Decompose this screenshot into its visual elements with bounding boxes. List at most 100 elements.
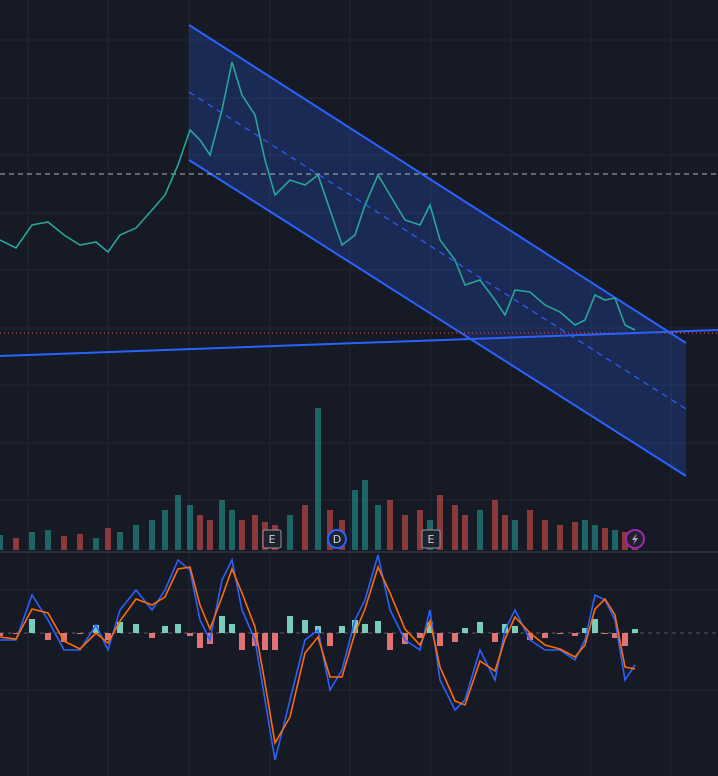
event-marker[interactable]: D <box>327 529 347 549</box>
trend-line <box>0 329 718 357</box>
bar <box>0 633 3 636</box>
bar <box>622 532 628 550</box>
bar <box>362 480 368 550</box>
bar <box>162 626 168 633</box>
bar <box>462 515 468 550</box>
bar <box>149 520 155 550</box>
bar <box>327 633 333 646</box>
bar <box>572 633 578 636</box>
bar <box>387 633 393 650</box>
channel-upper <box>188 24 687 344</box>
bar <box>219 616 225 633</box>
bar <box>162 510 168 550</box>
bar <box>452 505 458 550</box>
bar <box>387 500 393 550</box>
bar <box>602 633 608 634</box>
bar <box>582 520 588 550</box>
bar <box>229 624 235 633</box>
bar <box>437 495 443 550</box>
bar <box>175 624 181 633</box>
bar <box>602 528 608 550</box>
bar <box>452 633 458 642</box>
bar <box>339 626 345 633</box>
bar <box>149 633 155 638</box>
bar <box>512 520 518 550</box>
event-marker[interactable]: E <box>421 529 441 549</box>
bar <box>572 522 578 550</box>
bar <box>133 624 139 633</box>
bar <box>542 633 548 638</box>
marker-circle <box>327 529 347 549</box>
bar <box>375 621 381 633</box>
bar <box>612 633 618 638</box>
lightning-marker[interactable] <box>625 529 645 549</box>
bar <box>105 528 111 550</box>
bar <box>612 530 618 550</box>
data-line <box>0 554 636 761</box>
bar <box>315 408 321 550</box>
bar <box>417 633 423 638</box>
bar <box>13 538 19 550</box>
bar <box>93 625 99 633</box>
bar <box>262 633 268 650</box>
bar <box>13 633 19 634</box>
event-marker[interactable]: E <box>262 529 282 549</box>
bar <box>61 633 67 642</box>
bar <box>327 510 333 550</box>
bar <box>239 520 245 550</box>
bar <box>29 619 35 633</box>
bar <box>592 619 598 633</box>
bar <box>207 520 213 550</box>
bar <box>239 633 245 650</box>
bar <box>77 534 83 550</box>
bar <box>352 490 358 550</box>
bar <box>352 620 358 633</box>
bar <box>252 515 258 550</box>
bar <box>462 628 468 633</box>
bar <box>93 538 99 550</box>
bar <box>427 622 433 633</box>
bar <box>77 633 83 634</box>
bar <box>632 629 638 633</box>
data-line <box>0 564 636 746</box>
marker-box <box>262 529 282 549</box>
bar <box>375 505 381 550</box>
marker-box <box>421 529 441 549</box>
bar <box>302 620 308 633</box>
bar <box>0 535 3 550</box>
bar <box>197 515 203 550</box>
marker-label: E <box>269 533 276 546</box>
bar <box>402 515 408 550</box>
bar <box>229 510 235 550</box>
bar <box>187 633 193 636</box>
bar <box>187 505 193 550</box>
bar <box>417 510 423 550</box>
bar <box>287 616 293 633</box>
bar <box>527 510 533 550</box>
marker-label: D <box>333 533 341 546</box>
marker-label: E <box>428 533 435 546</box>
bar <box>477 510 483 550</box>
bar <box>557 633 563 634</box>
bar <box>219 500 225 550</box>
bar <box>29 532 35 550</box>
bar <box>197 633 203 648</box>
bar <box>622 633 628 646</box>
bar <box>302 505 308 550</box>
bar <box>45 633 51 640</box>
bar <box>557 525 563 550</box>
bar <box>542 520 548 550</box>
channel-fill <box>189 25 686 476</box>
bar <box>133 525 139 550</box>
bar <box>582 628 588 633</box>
bar <box>61 536 67 550</box>
bar <box>45 530 51 550</box>
bar <box>105 633 111 640</box>
channel-lower <box>188 159 687 477</box>
bar <box>117 622 123 633</box>
data-line <box>0 61 636 331</box>
